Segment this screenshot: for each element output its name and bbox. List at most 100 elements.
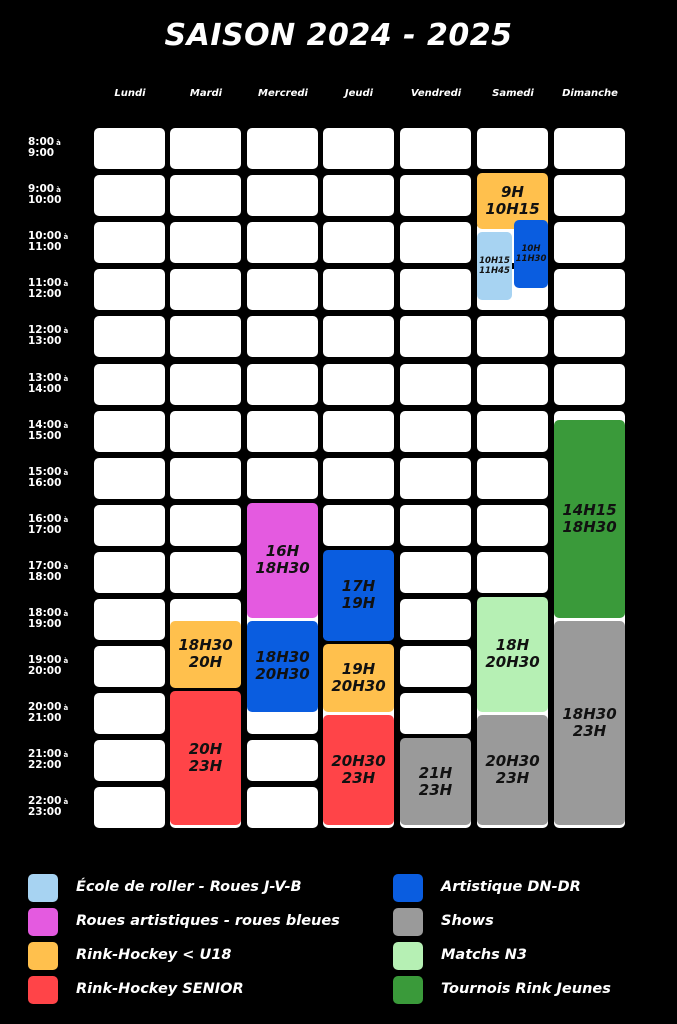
event-ecole[interactable]: 10H15 11H45 xyxy=(477,231,512,300)
event-matchs_n3[interactable]: 18H 20H30 xyxy=(477,597,548,712)
time-start: 15:00 xyxy=(28,465,62,478)
empty-slot xyxy=(400,316,471,358)
time-start: 16:00 xyxy=(28,512,62,525)
time-start: 22:00 xyxy=(28,795,62,808)
empty-slot xyxy=(400,457,471,499)
empty-slot xyxy=(247,740,318,782)
legend-swatch xyxy=(28,976,58,1004)
event-start: 20H xyxy=(188,740,223,759)
event-end: 19H xyxy=(341,594,376,613)
empty-slot xyxy=(554,222,625,264)
empty-slot xyxy=(247,787,318,829)
event-end: 20H30 xyxy=(485,653,540,672)
time-start: 8:00 xyxy=(28,136,55,148)
event-start: 18H30 xyxy=(178,636,233,655)
time-separator: à xyxy=(63,798,69,807)
event-tournois[interactable]: 14H15 18H30 xyxy=(554,420,625,618)
empty-slot xyxy=(170,175,241,217)
time-end: 14:00 xyxy=(28,382,62,395)
legend-label: Roues artistiques - roues bleues xyxy=(76,913,340,929)
time-label: 22:00 à 23:00 xyxy=(28,795,88,818)
time-separator: à xyxy=(63,280,69,289)
time-separator: à xyxy=(63,610,69,618)
time-label: 19:00 à 20:00 xyxy=(28,655,88,677)
empty-slot xyxy=(94,646,165,688)
empty-slot xyxy=(554,269,625,311)
event-start: 18H xyxy=(495,636,530,655)
legend-label: Rink-Hockey SENIOR xyxy=(76,981,244,997)
day-header-mardi: Mardi xyxy=(189,88,223,99)
time-label: 20:00 à 21:00 xyxy=(28,701,88,725)
empty-slot xyxy=(477,551,548,593)
empty-slot xyxy=(94,787,165,829)
empty-slot xyxy=(94,128,165,169)
time-label: 16:00 à 17:00 xyxy=(28,512,88,536)
empty-slot xyxy=(94,175,165,217)
empty-slot xyxy=(170,222,241,264)
time-start: 13:00 xyxy=(28,371,62,384)
empty-slot xyxy=(323,457,394,499)
empty-slot xyxy=(400,410,471,452)
empty-slot xyxy=(170,363,241,405)
time-end: 9:00 xyxy=(28,147,55,159)
event-end: 20H30 xyxy=(255,665,310,684)
day-header-lundi: Lundi xyxy=(114,88,146,99)
time-separator: à xyxy=(63,468,69,477)
legend-item-artistique_dn: Artistique DN-DR xyxy=(393,874,673,902)
legend-swatch xyxy=(393,908,423,936)
event-shows[interactable]: 21H 23H xyxy=(400,738,471,826)
event-shows[interactable]: 20H30 23H xyxy=(477,714,548,826)
event-end: 20H xyxy=(188,653,223,672)
empty-slot xyxy=(94,222,165,264)
legend-label: Rink-Hockey < U18 xyxy=(76,947,232,963)
page-title: SAISON 2024 - 2025 xyxy=(164,18,513,53)
empty-slot xyxy=(94,269,165,311)
empty-slot xyxy=(400,175,471,217)
event-rink_u18[interactable]: 19H 20H30 xyxy=(323,644,394,712)
time-end: 15:00 xyxy=(28,429,62,442)
time-label: 14:00 à 15:00 xyxy=(28,419,88,442)
empty-slot xyxy=(94,363,165,405)
empty-slot xyxy=(554,316,625,358)
empty-slot xyxy=(94,740,165,782)
event-roues_artistiques[interactable]: 16H 18H30 xyxy=(247,502,318,618)
time-separator: à xyxy=(63,374,69,383)
empty-slot xyxy=(170,128,241,169)
legend-label: École de roller - Roues J-V-B xyxy=(76,879,302,895)
time-end: 21:00 xyxy=(28,712,62,725)
event-rink_senior[interactable]: 20H30 23H xyxy=(323,714,394,826)
event-start: 20H30 xyxy=(485,752,540,771)
empty-slot xyxy=(477,504,548,546)
event-rink_senior[interactable]: 20H 23H xyxy=(170,691,241,826)
empty-slot xyxy=(554,363,625,405)
time-start: 17:00 xyxy=(28,559,62,572)
time-end: 17:00 xyxy=(28,523,62,536)
event-artistique_dn[interactable]: 17H 19H xyxy=(323,549,394,642)
day-header-samedi: Samedi xyxy=(492,88,534,99)
time-label: 21:00 à 22:00 xyxy=(28,749,88,771)
time-separator: à xyxy=(63,327,69,336)
event-rink_u18[interactable]: 9H 10H15 xyxy=(477,173,548,229)
event-end: 23H xyxy=(341,769,376,788)
empty-slot xyxy=(94,457,165,499)
legend-label: Shows xyxy=(441,913,494,929)
time-start: 20:00 xyxy=(28,701,62,714)
event-rink_u18[interactable]: 18H30 20H xyxy=(170,620,241,689)
event-shows[interactable]: 18H30 23H xyxy=(554,620,625,826)
empty-slot xyxy=(400,693,471,735)
event-end: 18H30 xyxy=(562,517,617,536)
empty-slot xyxy=(477,363,548,405)
empty-slot xyxy=(477,128,548,169)
time-label: 11:00 à 12:00 xyxy=(28,278,88,300)
legend-swatch xyxy=(28,942,58,970)
time-label: 17:00 à 18:00 xyxy=(28,559,88,583)
event-artistique_dn[interactable]: 18H30 20H30 xyxy=(247,620,318,712)
legend-label: Artistique DN-DR xyxy=(441,879,581,895)
time-end: 11:00 xyxy=(28,241,62,254)
empty-slot xyxy=(247,363,318,405)
event-artistique_dn[interactable]: 10H 11H30 xyxy=(514,220,548,288)
time-start: 9:00 xyxy=(28,183,55,196)
time-label: 12:00 à 13:00 xyxy=(28,325,88,347)
empty-slot xyxy=(94,693,165,735)
day-header-vendredi: Vendredi xyxy=(410,88,462,99)
